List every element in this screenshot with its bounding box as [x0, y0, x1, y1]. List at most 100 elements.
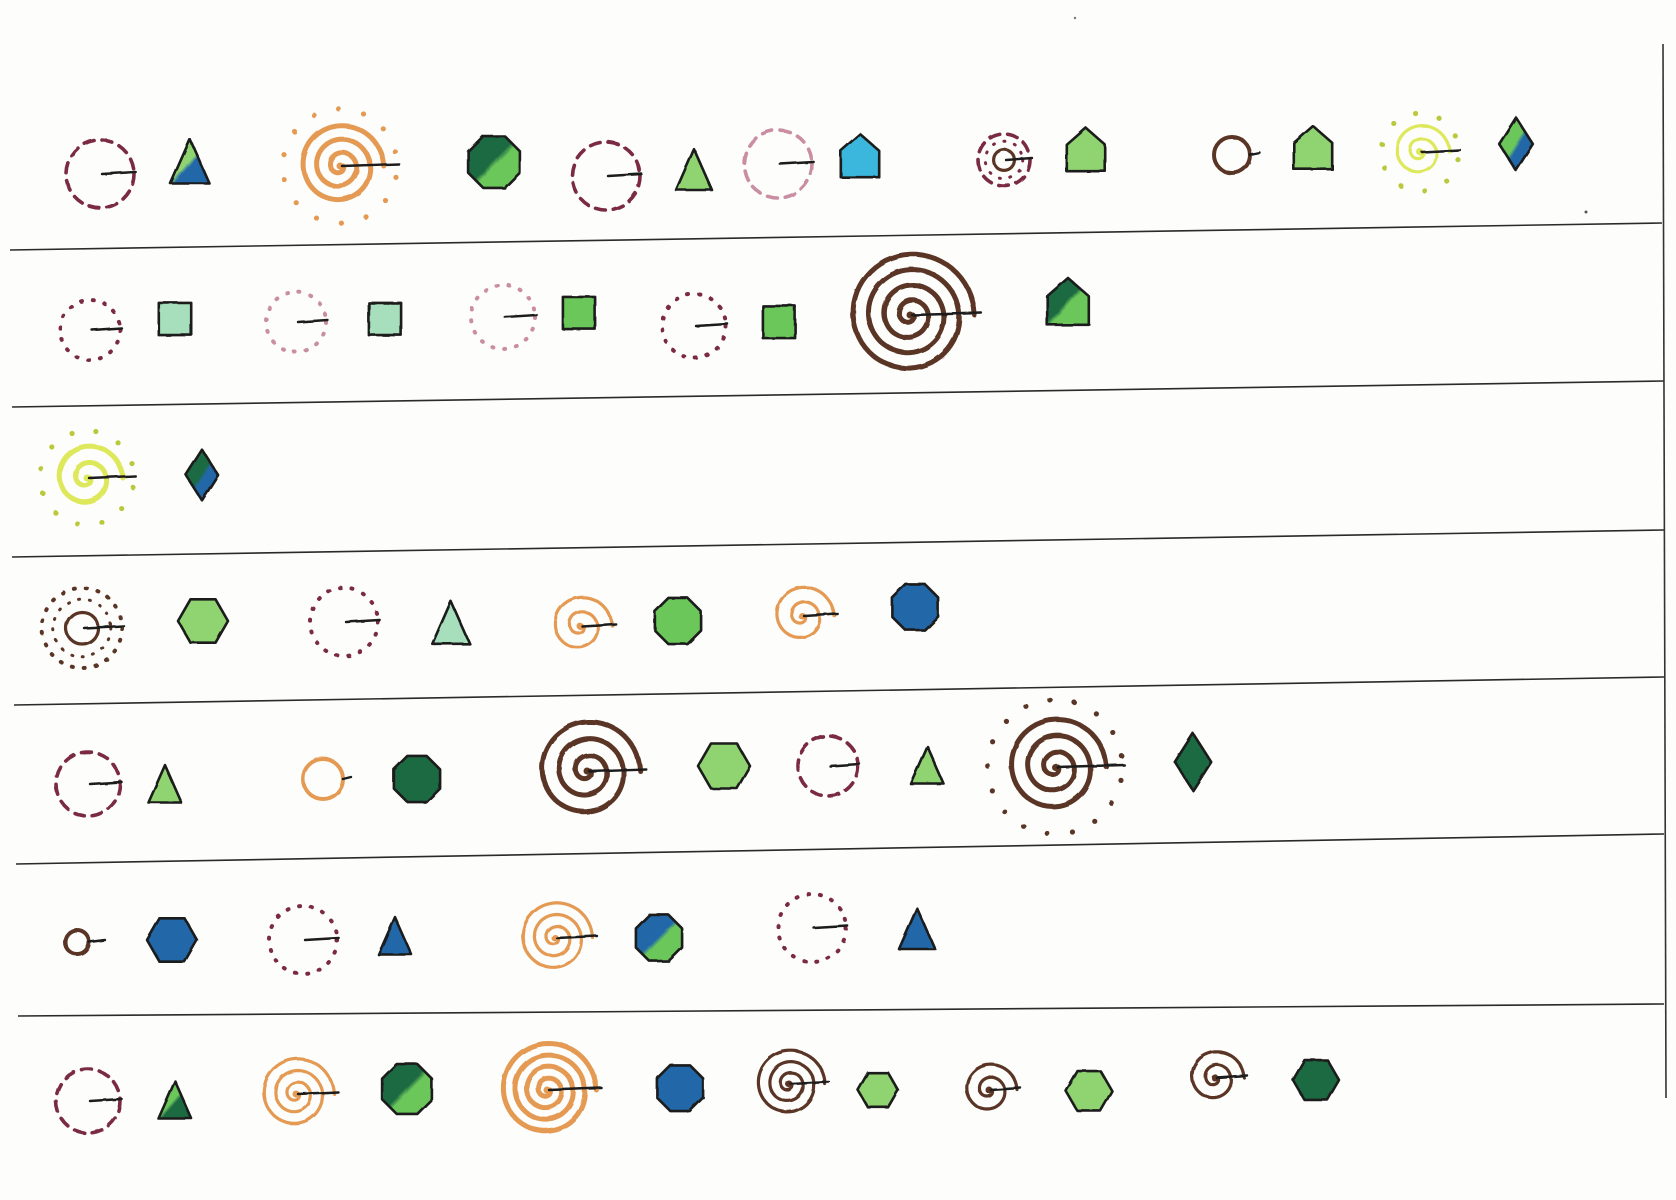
- hexagon-shape: [1064, 1069, 1114, 1113]
- halo-dot: [382, 197, 389, 204]
- dotted-ring: [660, 292, 728, 360]
- symbol-pair: [796, 734, 945, 798]
- spiral-center: [583, 767, 591, 775]
- spiral-center: [906, 311, 914, 319]
- row-divider: [13, 676, 1665, 706]
- halo-dot: [985, 763, 991, 769]
- symbol-pair: [775, 582, 940, 640]
- triangle-shape: [147, 763, 183, 804]
- halo-dot: [99, 519, 105, 526]
- hexagon-shape: [696, 742, 752, 790]
- hexagon-shape: [176, 597, 230, 645]
- halo-dot: [1109, 800, 1115, 806]
- row-divider-lines: [9, 222, 1665, 1017]
- halo-dot: [311, 112, 317, 118]
- symbol-pair: [500, 1040, 705, 1134]
- spiral-center: [336, 162, 344, 170]
- spiral-center: [292, 1090, 300, 1098]
- symbol-pair: [267, 904, 413, 976]
- halo-dot: [1118, 753, 1124, 759]
- connector-line: [503, 313, 538, 319]
- connector-line: [1004, 156, 1034, 162]
- right-edge-line: [1662, 43, 1667, 1099]
- paper-speck: [1584, 210, 1588, 214]
- connector-line: [296, 1090, 340, 1096]
- halo-dot: [1391, 120, 1397, 127]
- halo-dot: [381, 126, 387, 132]
- halo-dot: [363, 214, 369, 220]
- paper-speck: [1073, 16, 1077, 20]
- halo-dot: [1412, 110, 1419, 117]
- circle-glyph: [660, 292, 728, 360]
- halo-dot: [990, 739, 996, 745]
- circle-glyph: [539, 719, 643, 815]
- symbol-pair: [64, 138, 211, 210]
- halo-dot: [1092, 818, 1098, 824]
- circle-glyph: [281, 106, 399, 226]
- halo-dot: [69, 430, 75, 437]
- symbol-pair: [63, 916, 199, 964]
- halo-dot: [75, 521, 81, 527]
- halo-dot: [1118, 777, 1124, 783]
- connector-line: [547, 1086, 603, 1092]
- connector-line: [778, 160, 815, 166]
- hexagon-shape: [1291, 1058, 1341, 1102]
- connector-line: [812, 924, 849, 930]
- pentagon-shape: [1045, 276, 1091, 327]
- halo-dot: [1001, 808, 1008, 815]
- halo-dot: [1452, 133, 1458, 139]
- hexagon-shape: [145, 916, 199, 964]
- square-shape: [761, 304, 797, 340]
- halo-dot: [393, 174, 399, 180]
- dotted-ring: [40, 586, 124, 670]
- connector-line: [606, 172, 643, 178]
- symbol-pair: [301, 754, 442, 804]
- circle-glyph: [570, 140, 642, 212]
- dotted-ring: [308, 586, 380, 658]
- pentagon-shape: [839, 132, 881, 179]
- spiral-center: [551, 934, 559, 942]
- halo-dot: [1071, 699, 1078, 706]
- spiral-stroke: [262, 1057, 336, 1125]
- halo-dot: [1421, 187, 1428, 194]
- circle-glyph: [58, 298, 122, 362]
- dotted-ring: [776, 892, 848, 964]
- connector-line: [87, 474, 137, 480]
- halo-dot: [281, 152, 287, 158]
- dashed-ring: [54, 750, 122, 818]
- connector-line: [1215, 1074, 1249, 1080]
- halo-dot: [291, 128, 298, 135]
- halo-dot: [115, 440, 121, 446]
- halo-dot: [39, 490, 46, 496]
- symbol-pair: [54, 1067, 193, 1135]
- row-divider: [9, 222, 1663, 251]
- dashed-ring: [54, 1067, 122, 1135]
- halo-dot: [1436, 115, 1442, 121]
- halo-dot: [1021, 824, 1027, 830]
- symbol-row-7: [54, 1040, 1341, 1135]
- connector-line: [555, 934, 599, 940]
- halo-dot: [1379, 141, 1385, 147]
- spiral-center: [576, 622, 584, 630]
- circle-glyph: [776, 892, 848, 964]
- square-shape: [367, 301, 403, 337]
- connector-line: [82, 624, 126, 630]
- circle-glyph: [54, 750, 122, 818]
- dotted-ring: [267, 904, 339, 976]
- hexagon-shape: [856, 1071, 900, 1109]
- spiral-stroke: [521, 901, 595, 969]
- connector-line: [828, 762, 861, 768]
- symbol-pair: [38, 429, 220, 527]
- symbol-pair: [776, 892, 937, 964]
- halo-dot: [1047, 697, 1053, 703]
- spiral-stroke: [756, 1049, 827, 1114]
- symbol-pair: [469, 283, 597, 351]
- halo-dot: [293, 200, 299, 206]
- pentagon-shape: [1065, 126, 1107, 173]
- spiral-center: [83, 474, 91, 482]
- dashed-ring: [796, 734, 860, 798]
- square-shape: [157, 301, 193, 337]
- symbol-pair: [965, 1062, 1114, 1113]
- connector-line: [344, 618, 381, 624]
- dashed-ring: [64, 138, 136, 210]
